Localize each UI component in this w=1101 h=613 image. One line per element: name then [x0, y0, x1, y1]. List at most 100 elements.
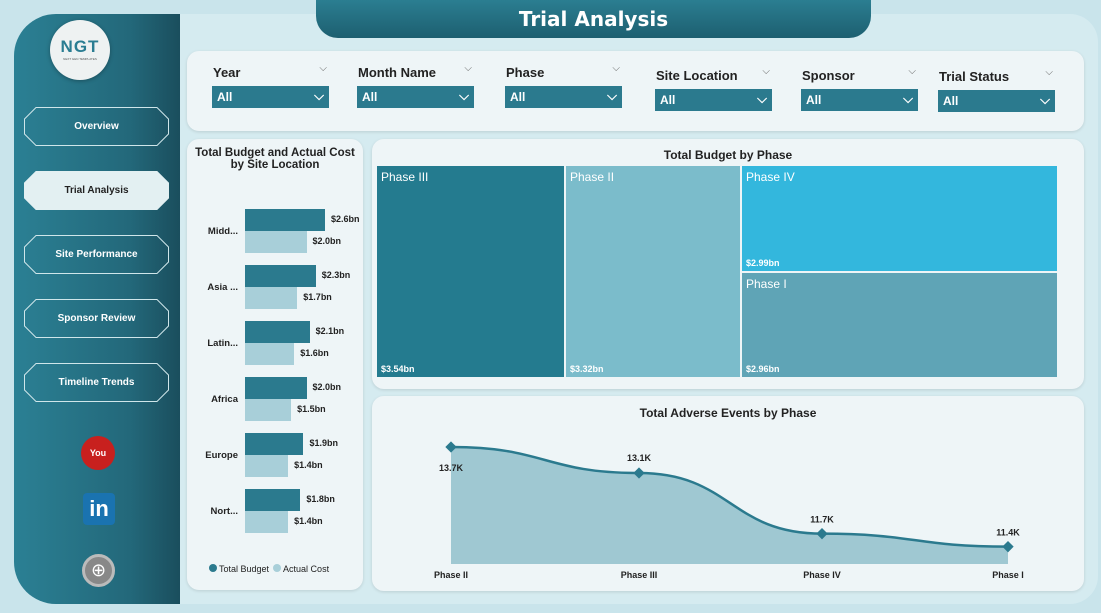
x-tick-label: Phase IV — [803, 570, 841, 580]
actual-cost-bar[interactable] — [245, 231, 307, 253]
filter-value: All — [362, 90, 378, 104]
bar-data-label: $2.0bn — [312, 382, 342, 392]
filter-label: Month Name — [358, 65, 436, 80]
nav-label: Sponsor Review — [57, 313, 136, 324]
x-tick-label: Phase I — [992, 570, 1024, 580]
logo-text: NGT — [60, 37, 100, 56]
actual-cost-bar[interactable] — [245, 455, 289, 477]
nav-overview-button[interactable]: Overview — [24, 107, 169, 146]
filter-dropdown[interactable]: All ⌵ — [505, 86, 622, 108]
nav-trial-analysis-button[interactable]: Trial Analysis — [24, 171, 169, 210]
bar-data-label: $1.7bn — [303, 292, 332, 302]
filter-month-name: Month Name ⌵ All ⌵ — [357, 63, 474, 109]
bar-category-label: Europe — [205, 450, 238, 461]
data-label: 11.4K — [996, 528, 1020, 538]
filter-panel — [187, 51, 1084, 131]
chevron-down-icon: ⌵ — [757, 91, 767, 106]
filter-dropdown[interactable]: All ⌵ — [212, 86, 329, 108]
chevron-down-icon: ⌵ — [314, 88, 324, 103]
treemap-tile-phase-ii[interactable]: Phase II $3.32bn — [566, 166, 740, 377]
chevron-down-icon: ⌵ — [1040, 92, 1050, 107]
filter-year: Year ⌵ All ⌵ — [212, 63, 329, 109]
bar-data-label: $1.4bn — [294, 516, 323, 526]
legend-label: Actual Cost — [283, 564, 330, 574]
bar-data-label: $2.6bn — [331, 214, 360, 224]
globe-icon[interactable]: ⊕ — [82, 554, 115, 587]
data-label: 13.7K — [439, 463, 464, 473]
chevron-down-icon[interactable]: ⌵ — [908, 66, 916, 77]
youtube-icon[interactable]: You — [81, 436, 115, 470]
filter-dropdown[interactable]: All ⌵ — [938, 90, 1055, 112]
chevron-down-icon[interactable]: ⌵ — [762, 66, 770, 77]
tile-label: Phase IV — [746, 170, 795, 184]
data-point[interactable] — [633, 467, 645, 479]
actual-cost-bar[interactable] — [245, 287, 298, 309]
chevron-down-icon[interactable]: ⌵ — [1045, 67, 1053, 78]
bar-data-label: $1.4bn — [294, 460, 323, 470]
treemap-tile-phase-iv[interactable]: Phase IV $2.99bn — [742, 166, 1057, 271]
bar-category-label: Midd... — [207, 226, 238, 237]
nav-timeline-trends-button[interactable]: Timeline Trends — [24, 363, 169, 402]
nav-label: Overview — [74, 121, 119, 132]
filter-value: All — [510, 90, 526, 104]
nav-sponsor-review-button[interactable]: Sponsor Review — [24, 299, 169, 338]
bar-data-label: $2.0bn — [312, 236, 342, 246]
filter-dropdown[interactable]: All ⌵ — [357, 86, 474, 108]
nav-site-performance-button[interactable]: Site Performance — [24, 235, 169, 274]
bar-category-label: Africa — [211, 394, 238, 405]
data-label: 13.1K — [627, 453, 652, 463]
filter-trial-status: Trial Status ⌵ All ⌵ — [938, 67, 1055, 113]
tile-value: $2.99bn — [746, 258, 780, 268]
filter-sponsor: Sponsor ⌵ All ⌵ — [801, 66, 918, 112]
tile-value: $3.54bn — [381, 364, 415, 374]
bar-data-label: $2.3bn — [321, 270, 351, 280]
legend-label: Total Budget — [219, 564, 270, 574]
chevron-down-icon[interactable]: ⌵ — [319, 63, 327, 74]
chart-title: Total Adverse Events by Phase — [639, 406, 817, 420]
total-budget-bar[interactable] — [245, 265, 316, 287]
total-budget-bar[interactable] — [245, 489, 301, 511]
bar-category-label: Latin... — [207, 338, 238, 349]
bar-data-label: $1.8bn — [306, 494, 335, 504]
bar-data-label: $2.1bn — [315, 326, 345, 336]
tile-value: $2.96bn — [746, 364, 780, 374]
treemap-tile-phase-i[interactable]: Phase I $2.96bn — [742, 273, 1057, 377]
bar-data-label: $1.9bn — [309, 438, 338, 448]
filter-value: All — [806, 93, 822, 107]
tile-label: Phase I — [746, 277, 787, 291]
logo-subtitle: NEXT GEN TEMPLATES — [63, 57, 97, 61]
total-budget-bar[interactable] — [245, 321, 310, 343]
treemap-tile-phase-iii[interactable]: Phase III $3.54bn — [377, 166, 564, 377]
actual-cost-bar[interactable] — [245, 511, 289, 533]
chevron-down-icon: ⌵ — [903, 91, 913, 106]
area-fill — [451, 447, 1008, 564]
filter-label: Sponsor — [802, 68, 855, 83]
chart-title: Total Budget and Actual Cost by Site Loc… — [195, 147, 355, 171]
filter-label: Phase — [506, 65, 545, 80]
filter-value: All — [943, 94, 959, 108]
filter-label: Site Location — [656, 68, 738, 83]
data-point[interactable] — [445, 441, 457, 453]
data-point[interactable] — [1002, 541, 1014, 553]
chevron-down-icon: ⌵ — [459, 88, 469, 103]
chevron-down-icon: ⌵ — [607, 88, 617, 103]
total-budget-bar[interactable] — [245, 433, 304, 455]
total-budget-bar[interactable] — [245, 377, 307, 399]
actual-cost-bar[interactable] — [245, 399, 292, 421]
filter-dropdown[interactable]: All ⌵ — [655, 89, 772, 111]
total-budget-bar[interactable] — [245, 209, 325, 231]
chart-legend: Total Budget Actual Cost — [209, 564, 329, 574]
chevron-down-icon[interactable]: ⌵ — [464, 63, 472, 74]
chevron-down-icon[interactable]: ⌵ — [612, 63, 620, 74]
filter-site-location: Site Location ⌵ All ⌵ — [655, 66, 772, 112]
filter-dropdown[interactable]: All ⌵ — [801, 89, 918, 111]
filter-phase: Phase ⌵ All ⌵ — [505, 63, 622, 109]
actual-cost-bar[interactable] — [245, 343, 295, 365]
tile-value: $3.32bn — [570, 364, 604, 374]
filter-value: All — [217, 90, 233, 104]
linkedin-icon[interactable]: in — [83, 493, 115, 525]
data-point[interactable] — [816, 528, 828, 540]
nav-label: Timeline Trends — [58, 377, 135, 388]
page-title: Trial Analysis — [316, 0, 871, 38]
